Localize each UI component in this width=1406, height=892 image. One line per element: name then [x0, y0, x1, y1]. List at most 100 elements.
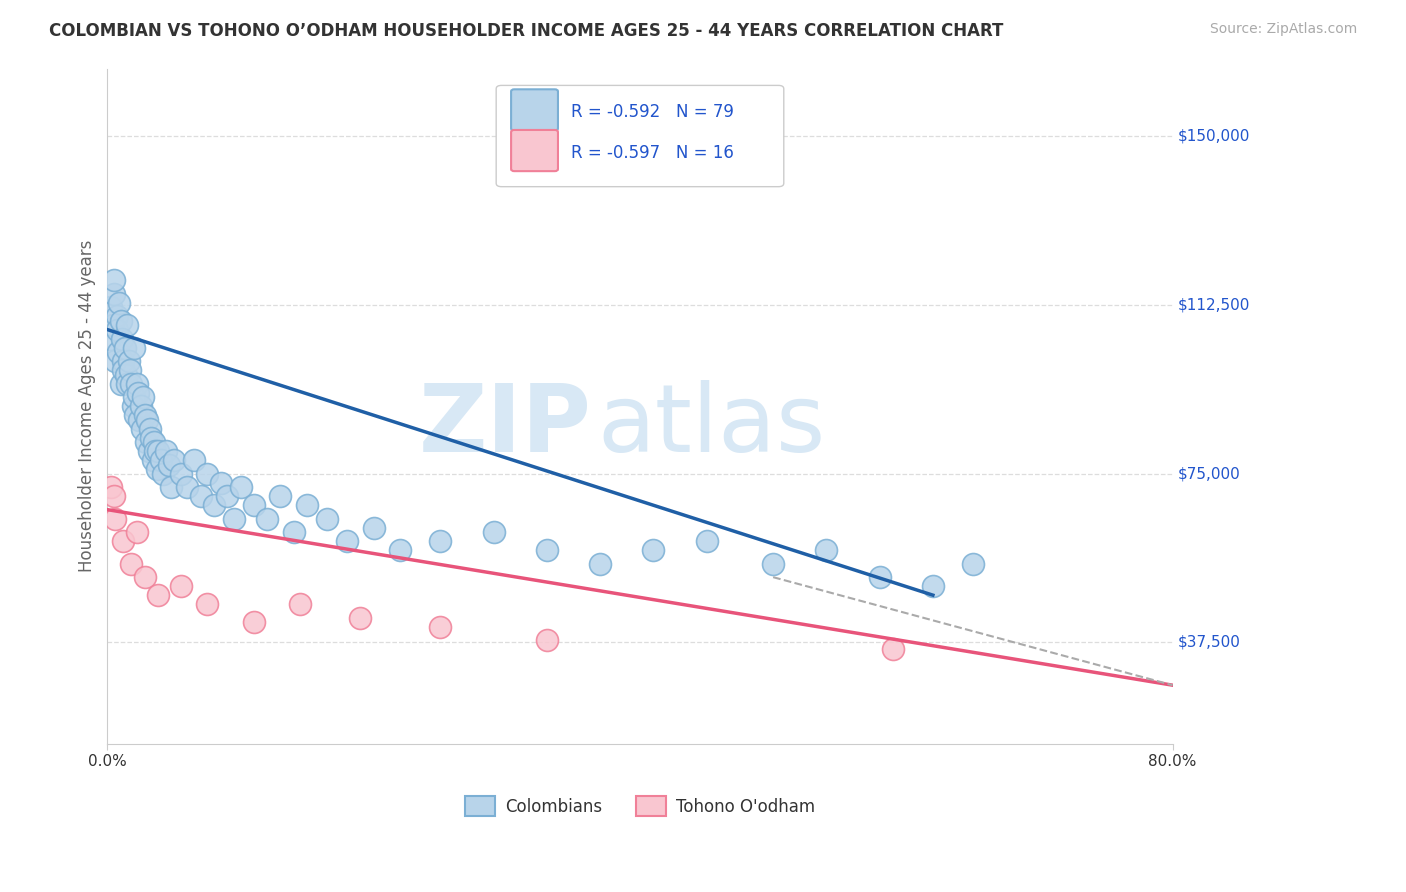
- Point: [125, 376, 148, 391]
- Point: [882, 642, 904, 657]
- Text: Source: ZipAtlas.com: Source: ZipAtlas.com: [1209, 22, 1357, 37]
- Point: [125, 525, 148, 540]
- Point: [429, 534, 451, 549]
- Point: [143, 444, 166, 458]
- Point: [243, 498, 266, 512]
- Point: [149, 453, 172, 467]
- Point: [243, 615, 266, 630]
- Point: [120, 376, 142, 391]
- Point: [589, 557, 612, 571]
- Point: [128, 412, 150, 426]
- Point: [363, 521, 385, 535]
- Point: [127, 385, 149, 400]
- Point: [122, 341, 145, 355]
- Point: [190, 489, 212, 503]
- Point: [107, 345, 129, 359]
- FancyBboxPatch shape: [512, 130, 558, 171]
- Point: [104, 354, 127, 368]
- Text: COLOMBIAN VS TOHONO O’ODHAM HOUSEHOLDER INCOME AGES 25 - 44 YEARS CORRELATION CH: COLOMBIAN VS TOHONO O’ODHAM HOUSEHOLDER …: [49, 22, 1004, 40]
- Point: [111, 332, 134, 346]
- Point: [536, 633, 558, 648]
- Point: [176, 480, 198, 494]
- Point: [349, 610, 371, 624]
- Point: [105, 309, 128, 323]
- Point: [643, 543, 665, 558]
- Text: $37,500: $37,500: [1178, 635, 1240, 650]
- Point: [290, 597, 312, 611]
- Point: [104, 511, 127, 525]
- Point: [122, 390, 145, 404]
- Point: [169, 467, 191, 481]
- Point: [429, 620, 451, 634]
- Point: [103, 489, 125, 503]
- Point: [98, 332, 121, 346]
- Point: [121, 399, 143, 413]
- Point: [145, 462, 167, 476]
- Point: [129, 399, 152, 413]
- Point: [124, 408, 146, 422]
- Point: [135, 435, 157, 450]
- Point: [112, 363, 135, 377]
- Point: [155, 444, 177, 458]
- Point: [283, 525, 305, 540]
- Point: [217, 489, 239, 503]
- Point: [118, 354, 141, 368]
- Point: [115, 368, 138, 382]
- Point: [117, 376, 139, 391]
- Point: [169, 579, 191, 593]
- Point: [815, 543, 838, 558]
- Point: [142, 453, 165, 467]
- Point: [222, 511, 245, 525]
- Point: [256, 511, 278, 525]
- Point: [146, 444, 169, 458]
- Point: [195, 597, 218, 611]
- Text: R = -0.597   N = 16: R = -0.597 N = 16: [571, 144, 734, 162]
- Text: R = -0.592   N = 79: R = -0.592 N = 79: [571, 103, 734, 121]
- Point: [146, 588, 169, 602]
- Point: [100, 300, 122, 314]
- Point: [112, 354, 135, 368]
- Point: [112, 534, 135, 549]
- Point: [316, 511, 339, 525]
- Point: [131, 422, 153, 436]
- Point: [962, 557, 984, 571]
- Point: [389, 543, 412, 558]
- Point: [696, 534, 718, 549]
- Point: [152, 467, 174, 481]
- Point: [136, 412, 159, 426]
- Point: [110, 376, 132, 391]
- FancyBboxPatch shape: [512, 89, 558, 130]
- Point: [482, 525, 505, 540]
- Text: $75,000: $75,000: [1178, 467, 1240, 481]
- Point: [134, 408, 156, 422]
- Text: atlas: atlas: [598, 380, 825, 473]
- Point: [295, 498, 318, 512]
- Text: $112,500: $112,500: [1178, 297, 1250, 312]
- Point: [157, 458, 180, 472]
- Point: [132, 390, 155, 404]
- Y-axis label: Householder Income Ages 25 - 44 years: Householder Income Ages 25 - 44 years: [79, 240, 96, 573]
- Point: [922, 579, 945, 593]
- Point: [195, 467, 218, 481]
- Point: [138, 444, 160, 458]
- Point: [103, 286, 125, 301]
- Text: ZIP: ZIP: [419, 380, 592, 473]
- Point: [183, 453, 205, 467]
- FancyBboxPatch shape: [496, 86, 783, 186]
- Point: [134, 570, 156, 584]
- Point: [160, 480, 183, 494]
- Point: [536, 543, 558, 558]
- Point: [143, 435, 166, 450]
- Point: [869, 570, 891, 584]
- Point: [118, 363, 141, 377]
- Point: [209, 475, 232, 490]
- Point: [120, 557, 142, 571]
- Point: [269, 489, 291, 503]
- Point: [163, 453, 186, 467]
- Point: [108, 295, 131, 310]
- Point: [139, 422, 162, 436]
- Point: [117, 318, 139, 332]
- Point: [114, 341, 136, 355]
- Point: [202, 498, 225, 512]
- Point: [100, 480, 122, 494]
